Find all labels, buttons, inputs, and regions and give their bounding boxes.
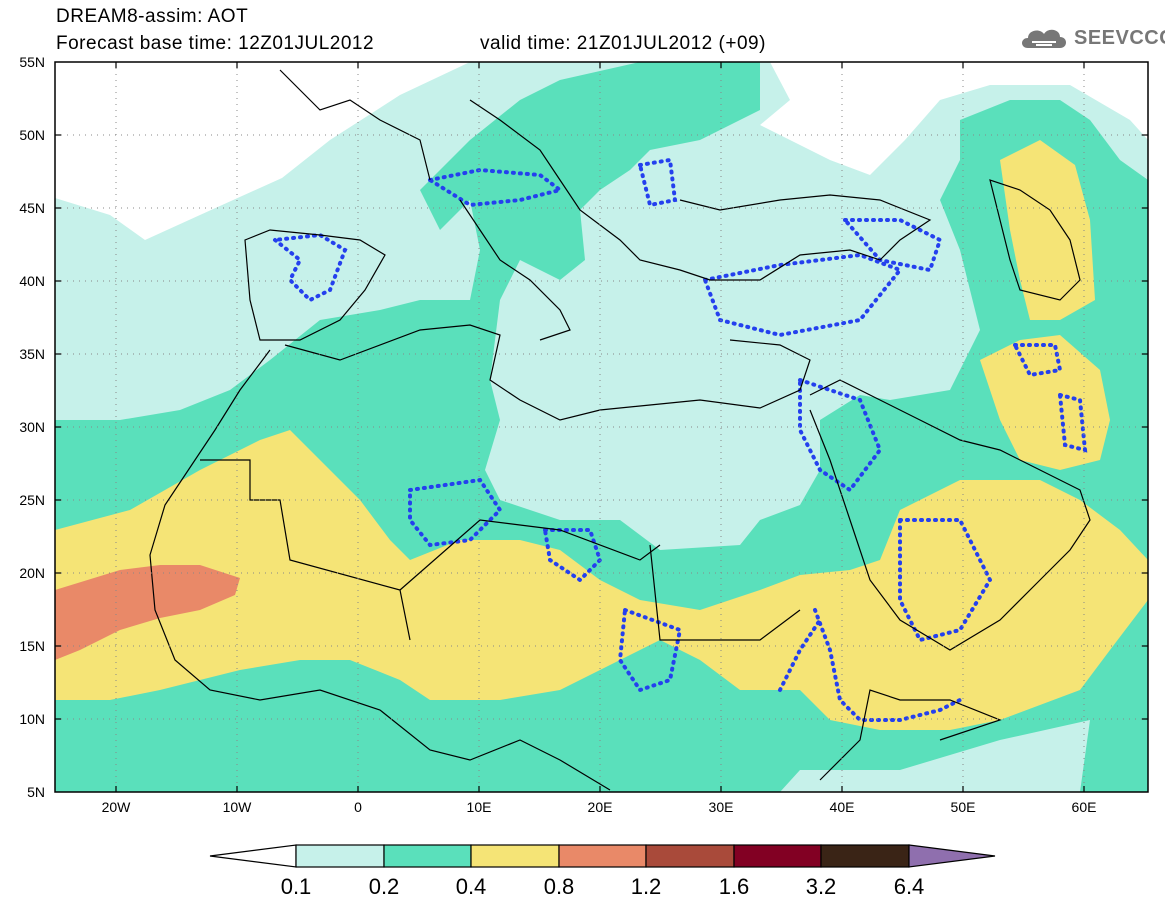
lon-label-0: 0 [354, 799, 362, 815]
colorbar-label-1.2: 1.2 [631, 874, 662, 899]
dotted-contours [269, 157, 1088, 722]
lat-label-10n: 10N [19, 711, 45, 727]
graticule [55, 62, 1148, 792]
lon-label-30e: 30E [709, 799, 734, 815]
colorbar [209, 844, 996, 868]
colorbar-upper-arrow [908, 844, 996, 868]
colorbar-label-6.4: 6.4 [894, 874, 925, 899]
logo-text: SEEVCCC [1074, 26, 1165, 49]
colorbar-label-0.4: 0.4 [456, 874, 487, 899]
lat-label-15n: 15N [19, 638, 45, 654]
lon-label-50e: 50E [951, 799, 976, 815]
colorbar-label-0.1: 0.1 [281, 874, 312, 899]
lon-label-40e: 40E [830, 799, 855, 815]
lat-label-40n: 40N [19, 273, 45, 289]
aot-level-0.8 [55, 565, 240, 660]
lat-label-35n: 35N [19, 346, 45, 362]
lon-label-10w: 10W [223, 799, 253, 815]
colorbar-swatch-1.2 [645, 844, 735, 868]
aot-level-0.4-iran [980, 335, 1110, 470]
colorbar-swatch-1.6 [733, 844, 822, 868]
lon-label-10e: 10E [467, 799, 492, 815]
colorbar-lower-arrow [209, 844, 297, 868]
forecast-base-time: Forecast base time: 12Z01JUL2012 [56, 33, 375, 54]
aot-level-0.4-caspian [1000, 140, 1095, 320]
lon-label-60e: 60E [1072, 799, 1097, 815]
axis-ticks [55, 62, 1148, 792]
lon-label-20e: 20E [588, 799, 613, 815]
lat-label-20n: 20N [19, 565, 45, 581]
colorbar-label-0.2: 0.2 [369, 874, 400, 899]
aot-level-0.4 [55, 430, 1148, 730]
lat-label-45n: 45N [19, 200, 45, 216]
valid-time: valid time: 21Z01JUL2012 (+09) [480, 33, 766, 54]
lat-label-5n: 5N [27, 784, 45, 800]
colorbar-label-1.6: 1.6 [719, 874, 750, 899]
seevccc-logo: SEEVCCC [1018, 24, 1165, 52]
map-title: DREAM8-assim: AOT [56, 6, 249, 27]
colorbar-label-3.2: 3.2 [806, 874, 837, 899]
lat-label-30n: 30N [19, 419, 45, 435]
lat-label-55n: 55N [19, 54, 45, 70]
colorbar-swatch-0.8 [558, 844, 647, 868]
coastlines [149, 69, 1091, 791]
colorbar-swatch-3.2 [820, 844, 910, 868]
colorbar-swatch-0.4 [470, 844, 560, 868]
lon-label-20w: 20W [102, 799, 132, 815]
colorbar-swatch-0.1 [295, 844, 385, 868]
cloud-icon [1022, 29, 1066, 48]
lat-label-50n: 50N [19, 127, 45, 143]
colorbar-label-0.8: 0.8 [544, 874, 575, 899]
colorbar-swatch-0.2 [383, 844, 472, 868]
lat-label-25n: 25N [19, 492, 45, 508]
